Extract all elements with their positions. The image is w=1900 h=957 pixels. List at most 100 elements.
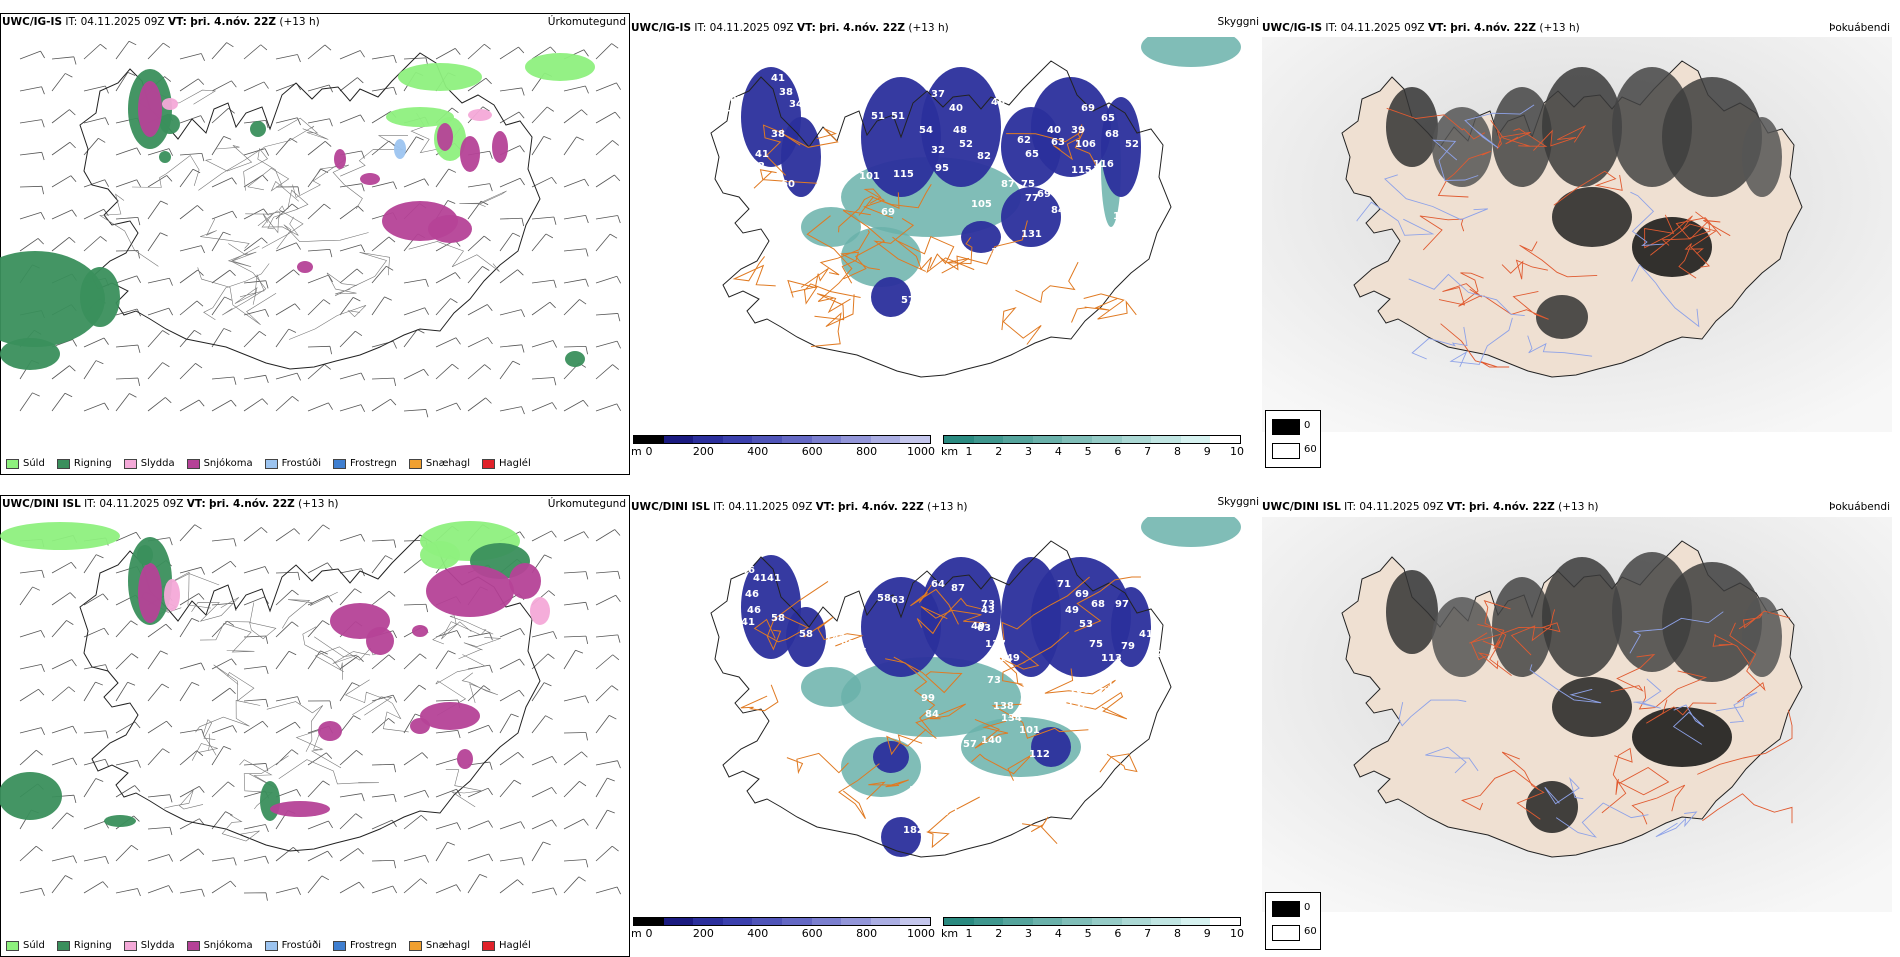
cloud-base-label: 34 — [789, 99, 803, 110]
precip-map[interactable] — [0, 511, 630, 906]
wind-barb-flag — [612, 846, 618, 851]
wind-barb-flag — [138, 889, 141, 896]
wind-barb-flag — [137, 760, 140, 767]
wind-barb-flag — [161, 201, 168, 204]
cloud-base-label: 95 — [935, 163, 949, 174]
wind-barb-flag — [70, 593, 76, 599]
road-line — [267, 702, 323, 752]
fog-map[interactable] — [1262, 37, 1892, 432]
wind-barb-flag — [457, 403, 461, 410]
wind-barb-flag — [393, 182, 396, 189]
wind-barb-flag — [197, 205, 203, 210]
wind-barb-flag — [328, 403, 332, 410]
wind-barb-flag — [69, 237, 75, 242]
cloud-base-label: 69 — [1037, 189, 1051, 200]
legend-item-3: Snjókoma — [187, 940, 253, 951]
wind-barb — [84, 856, 106, 861]
wind-barb-flag — [610, 234, 617, 238]
wind-barb — [596, 83, 616, 91]
wind-barb-flag — [266, 699, 268, 707]
wind-barb-flag — [224, 746, 231, 749]
wind-barb-flag — [452, 364, 458, 369]
wind-barb — [244, 566, 265, 573]
wind-barb — [500, 690, 519, 701]
cloud-base-label: 77 — [741, 69, 755, 80]
wind-barb — [148, 331, 163, 347]
cloud-base-label: 43 — [981, 605, 995, 616]
wind-barb-flag — [228, 782, 234, 787]
precip-map[interactable] — [0, 29, 630, 424]
wind-barb — [372, 794, 394, 797]
wind-barb — [148, 233, 160, 251]
fog-area — [1742, 117, 1782, 197]
wind-barb-flag — [360, 115, 364, 122]
wind-barb — [84, 209, 104, 219]
cloud-visibility-panel-top: UWC/IG-IS IT: 04.11.2025 09Z VT: þri. 4.… — [631, 13, 1261, 475]
wind-barb-flag — [38, 238, 44, 244]
wind-barb-flag — [264, 82, 268, 89]
wind-barb — [500, 822, 521, 829]
wind-barb — [564, 346, 586, 347]
wind-barb-flag — [447, 842, 454, 845]
road-line — [278, 118, 329, 139]
colorbar-segment — [664, 436, 694, 443]
wind-barb — [276, 83, 297, 91]
wind-barb-flag — [457, 823, 461, 830]
wind-barb-flag — [73, 856, 76, 863]
precip-area — [160, 114, 180, 134]
wind-barb — [596, 778, 607, 797]
cloud-base-label: 63 — [1051, 137, 1065, 148]
wind-barb-flag — [393, 631, 397, 638]
vt-value: þri. 4.nóv. 22Z — [838, 501, 924, 513]
wind-barb — [532, 234, 546, 251]
wind-barb-flag — [198, 849, 203, 855]
colorbar-segment — [1122, 436, 1152, 443]
wind-barb-flag — [39, 689, 44, 695]
wind-barb-flag — [482, 266, 489, 270]
panel-title: Úrkomutegund — [548, 498, 626, 510]
wind-barb — [52, 687, 69, 701]
legend-item-0: Súld — [6, 458, 45, 469]
wind-barb — [436, 169, 449, 187]
wind-barb-flag — [522, 407, 525, 414]
it-label: IT: — [1344, 501, 1356, 513]
lead-time: (+13 h) — [927, 501, 967, 513]
cloud-base-label: 137 — [985, 639, 1006, 650]
colorbar-segment — [634, 436, 664, 443]
wind-barb-flag — [290, 138, 297, 142]
model-name: UWC/IG-IS — [2, 16, 62, 28]
cloud-base-label: 87 — [1001, 179, 1015, 190]
cloud-base-label: 52 — [1125, 139, 1139, 150]
wind-barb-flag — [65, 73, 72, 77]
fog-map[interactable] — [1262, 517, 1892, 912]
legend-swatch — [187, 459, 200, 469]
road-line — [446, 770, 482, 807]
cloud-base-label: 41 — [1139, 629, 1153, 640]
wind-barb-flag — [74, 57, 76, 65]
wind-barb-flag — [103, 882, 108, 888]
fog-legend-label: 60 — [1304, 444, 1317, 455]
wind-barb-flag — [295, 304, 300, 310]
colorbar-tick: 5 — [1085, 445, 1092, 458]
wind-barb-flag — [163, 43, 170, 47]
wind-barb — [596, 175, 614, 187]
wind-barb — [244, 763, 266, 765]
cloud-base-label: 41 — [755, 149, 769, 160]
wind-barb-flag — [322, 876, 329, 880]
wind-barb — [20, 570, 42, 573]
fog-area — [1552, 677, 1632, 737]
wind-barb-flag — [96, 361, 103, 364]
wind-barb-flag — [586, 215, 589, 223]
wind-barb — [564, 179, 585, 187]
wind-barb-flag — [42, 152, 44, 160]
visibility-area — [1141, 517, 1241, 547]
wind-barb — [468, 874, 480, 893]
colorbar-segment — [1122, 918, 1152, 925]
legend-label: Frostregn — [350, 940, 397, 951]
precip-map-svg — [0, 511, 628, 906]
wind-barb — [180, 330, 194, 347]
